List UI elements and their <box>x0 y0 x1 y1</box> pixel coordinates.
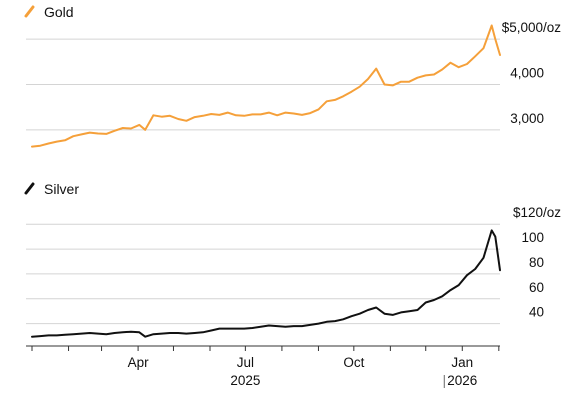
x-axis-month-labels: Apr Jul Oct Jan <box>128 355 474 370</box>
x-axis: Apr Jul Oct Jan 2025 2026 <box>26 345 500 388</box>
x-axis-month-label: Jan <box>451 355 473 370</box>
gold-panel: Gold 3,000 4,000 $5,000/oz <box>24 4 562 148</box>
silver-gridlines <box>26 223 500 325</box>
silver-y-tick-label: 40 <box>529 305 544 320</box>
x-axis-month-ticks <box>31 346 500 351</box>
silver-price-line <box>31 229 501 338</box>
gold-legend-swatch <box>24 5 35 18</box>
gold-legend: Gold <box>24 4 74 20</box>
gold-y-tick-label: 4,000 <box>510 65 544 80</box>
silver-y-tick-label: 80 <box>529 255 544 270</box>
silver-legend-swatch <box>24 182 35 195</box>
silver-legend: Silver <box>24 181 79 197</box>
gold-legend-label: Gold <box>44 4 74 20</box>
x-axis-month-label: Oct <box>343 355 364 370</box>
gold-y-tick-label: $5,000/oz <box>502 20 562 35</box>
x-axis-month-label: Jul <box>237 355 254 370</box>
silver-y-tick-label: 100 <box>521 230 544 245</box>
silver-y-tick-label: $120/oz <box>513 205 561 220</box>
x-axis-year-label: 2026 <box>447 373 477 388</box>
silver-legend-label: Silver <box>44 181 79 197</box>
silver-panel: Silver 40 60 80 100 $120/oz <box>24 181 561 338</box>
silver-y-tick-label: 60 <box>529 280 544 295</box>
gold-y-tick-label: 3,000 <box>510 111 544 126</box>
silver-y-tick-labels: 40 60 80 100 $120/oz <box>513 205 561 319</box>
gold-y-tick-labels: 3,000 4,000 $5,000/oz <box>502 20 562 126</box>
gold-gridlines <box>26 38 500 131</box>
x-axis-month-label: Apr <box>128 355 150 370</box>
x-axis-year-label: 2025 <box>230 373 260 388</box>
x-axis-year-labels: 2025 2026 <box>230 373 477 388</box>
gold-price-line <box>31 24 501 148</box>
